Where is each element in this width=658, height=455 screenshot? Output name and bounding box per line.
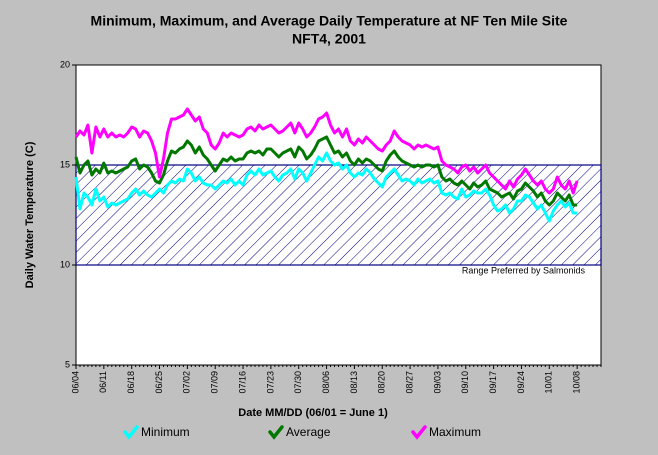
series-line — [74, 151, 578, 223]
series-line — [74, 107, 579, 195]
x-axis-title: Date MM/DD (06/01 = June 1) — [238, 407, 388, 419]
x-tick-label: 06/18 — [126, 371, 136, 394]
y-tick-label: 15 — [60, 159, 70, 169]
x-tick-label: 08/27 — [404, 371, 414, 394]
legend-marker — [268, 425, 284, 440]
legend-label: Minimum — [141, 425, 190, 439]
x-tick-label: 08/13 — [349, 371, 359, 394]
series-line — [74, 135, 578, 207]
x-tick-label: 07/30 — [293, 371, 303, 394]
x-tick-label: 07/23 — [265, 371, 275, 394]
x-tick-label: 10/08 — [572, 371, 582, 394]
x-tick-label: 06/11 — [98, 371, 108, 393]
legend-marker — [123, 425, 139, 440]
chart-subtitle: NFT4, 2001 — [292, 31, 366, 47]
x-tick-label: 07/16 — [237, 371, 247, 394]
x-tick-label: 08/20 — [377, 371, 387, 394]
x-tick-label: 08/06 — [321, 371, 331, 394]
x-tick-label: 06/04 — [70, 371, 80, 394]
x-tick-label: 09/17 — [488, 371, 498, 394]
y-tick-label: 20 — [60, 59, 70, 69]
x-tick-label: 06/25 — [154, 371, 164, 394]
chart-title: Minimum, Maximum, and Average Daily Temp… — [91, 13, 568, 29]
x-tick-label: 07/02 — [182, 371, 192, 394]
legend-label: Average — [286, 425, 331, 439]
band-label: Range Preferred by Salmonids — [462, 265, 586, 275]
y-axis-title: Daily Water Temperature (C) — [24, 141, 36, 288]
x-tick-label: 09/03 — [432, 371, 442, 394]
x-tick-label: 09/10 — [460, 371, 470, 394]
x-tick-label: 07/09 — [210, 371, 220, 394]
y-tick-label: 10 — [60, 259, 70, 269]
preferred-range — [75, 164, 602, 266]
legend-marker — [411, 425, 427, 440]
legend: Minimum Average Maximum — [123, 425, 481, 440]
y-tick-label: 5 — [65, 359, 70, 369]
legend-label: Maximum — [429, 425, 481, 439]
x-tick-label: 09/24 — [516, 371, 526, 394]
x-tick-label: 10/01 — [544, 371, 554, 394]
